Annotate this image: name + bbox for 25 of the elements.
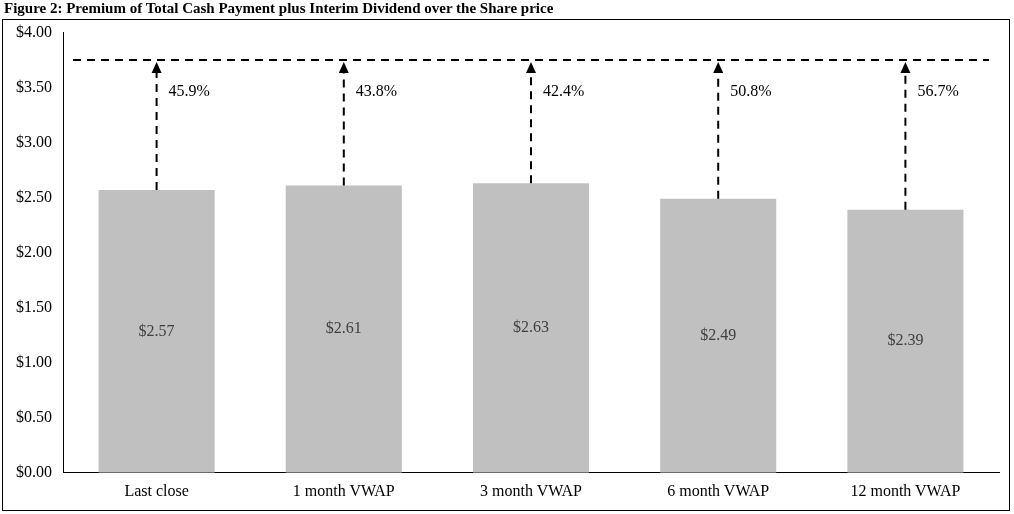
y-tick-label: $1.50 bbox=[16, 297, 52, 315]
annotation: 42.4% bbox=[543, 82, 585, 100]
y-tick-label: $3.50 bbox=[16, 77, 52, 95]
x-tick-label: Last close bbox=[124, 481, 189, 499]
chart-title: Figure 2: Premium of Total Cash Payment plus Interim Dividend over the Share price bbox=[4, 0, 554, 17]
data-label: $2.49 bbox=[700, 325, 737, 343]
annotation: 43.8% bbox=[355, 82, 398, 100]
data-label: $2.63 bbox=[513, 318, 549, 336]
y-tick-label: $2.50 bbox=[16, 187, 52, 205]
annotation: 50.8% bbox=[730, 82, 772, 100]
y-tick-label: $0.00 bbox=[16, 463, 52, 480]
y-tick-label: $0.50 bbox=[16, 407, 52, 425]
y-tick-label: $1.00 bbox=[16, 352, 52, 370]
x-tick-label: 12 month VWAP bbox=[850, 481, 961, 499]
x-tick-label: 1 month VWAP bbox=[292, 481, 395, 499]
x-tick-label: 6 month VWAP bbox=[667, 481, 770, 499]
y-tick-label: $3.00 bbox=[16, 132, 52, 150]
annotation: 45.9% bbox=[168, 82, 210, 100]
x-tick-label: 3 month VWAP bbox=[480, 481, 583, 499]
data-label: $2.57 bbox=[138, 321, 175, 339]
data-label: $2.39 bbox=[887, 331, 924, 349]
data-label: $2.61 bbox=[325, 319, 362, 337]
y-tick-label: $2.00 bbox=[16, 242, 52, 260]
y-tick-label: $4.00 bbox=[16, 22, 52, 40]
annotation: 56.7% bbox=[917, 82, 959, 100]
